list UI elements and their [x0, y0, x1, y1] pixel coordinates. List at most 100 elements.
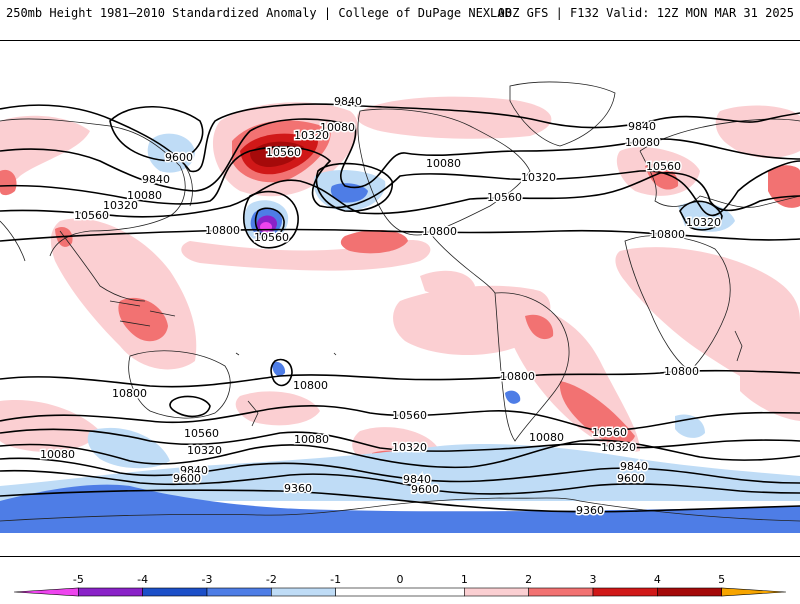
contour-10560-nh: [0, 171, 800, 218]
contour-label: 10080: [529, 431, 564, 444]
anomaly-positive-region: [715, 105, 800, 158]
maritime-continent-outline: [109, 300, 176, 327]
colorbar-tick-labels: -5 -4 -3 -2 -1 0 1 2 3 4 5: [73, 573, 725, 586]
colorbar-segment: [142, 587, 208, 597]
contour-label: 10560: [266, 146, 301, 159]
contour-10080-nh: [0, 118, 800, 192]
contour-10800-australia-closed: [169, 395, 211, 418]
greenland-outline: [509, 81, 616, 147]
contour-10560-sh: [0, 404, 800, 431]
anomaly-negative-region: [87, 427, 170, 469]
anomaly-positive-region: [50, 218, 197, 370]
colorbar-segment: [206, 587, 272, 597]
anomaly-negative-region: [505, 390, 521, 404]
colorbar-svg: -5 -4 -3 -2 -1 0 1 2 3 4 5: [13, 573, 787, 597]
colorbar-tick-label: -4: [137, 573, 148, 586]
anomaly-negative-region: [0, 484, 800, 533]
contour-label-layer: 9840 9600 9840 10080 10320 10560 10080 1…: [39, 94, 723, 519]
anomaly-positive-region: [525, 314, 554, 340]
anomaly-negative-region: [330, 183, 368, 203]
new-zealand-outline: [247, 400, 259, 427]
north-america-outline: [357, 108, 531, 236]
contour-label: 10560: [184, 427, 219, 440]
contour-label: 9840: [620, 460, 648, 473]
contour-10800-sp-closed: [270, 358, 293, 387]
anomaly-positive-region: [420, 270, 475, 295]
anomaly-positive-region: [0, 400, 100, 452]
south-america-outline: [494, 292, 570, 442]
contour-label: 9600: [165, 151, 193, 164]
contour-label: 10800: [205, 224, 240, 237]
colorbar-segment: [335, 587, 465, 597]
anomaly-positive-region: [340, 229, 408, 254]
contour-label: 9600: [617, 472, 645, 485]
colorbar-segment: [271, 587, 336, 597]
colorbar-tick-label: 0: [397, 573, 404, 586]
anomaly-positive-region: [615, 247, 800, 401]
map-title: 250mb Height 1981–2010 Standardized Anom…: [6, 6, 512, 20]
colorbar-tick-label: -3: [202, 573, 213, 586]
height-contour-layer: [0, 103, 800, 513]
contour-label: 10080: [320, 121, 355, 134]
australia-outline: [128, 350, 231, 419]
map-panel: 9840 9600 9840 10080 10320 10560 10080 1…: [0, 40, 800, 557]
anomaly-negative-region: [272, 361, 286, 376]
contour-label: 9360: [576, 504, 604, 517]
contour-label: 9840: [334, 95, 362, 108]
colorbar-segment: [657, 587, 722, 597]
contour-label: 9840: [628, 120, 656, 133]
colorbar-segment: [464, 587, 529, 597]
anomaly-positive-region: [0, 115, 90, 191]
hawaii-outline: [257, 235, 267, 241]
contour-label: 10560: [74, 209, 109, 222]
contour-label: 10800: [500, 370, 535, 383]
anomaly-positive-region: [118, 297, 168, 342]
colorbar-tick-label: 5: [718, 573, 725, 586]
madagascar-outline: [734, 330, 743, 362]
contour-10320-nh: [0, 146, 800, 217]
contour-label: 9600: [173, 472, 201, 485]
contour-label: 10080: [426, 157, 461, 170]
contour-label: 10560: [392, 409, 427, 422]
contour-10320-med-low: [679, 200, 723, 231]
anomaly-negative-region: [0, 444, 800, 501]
colorbar-tick-label: 4: [654, 573, 661, 586]
island-outline: [235, 352, 337, 356]
contour-label: 10320: [601, 441, 636, 454]
contour-label: 10800: [293, 379, 328, 392]
colorbar-tick-label: -1: [330, 573, 341, 586]
contour-10320-closed-low: [254, 207, 285, 239]
colorbar-segment: [592, 587, 658, 597]
contour-10320-ne-pacific-low: [315, 162, 393, 212]
contour-label: 10080: [294, 433, 329, 446]
contour-label: 10080: [127, 189, 162, 202]
contour-label: 10320: [187, 444, 222, 457]
anomaly-positive-region: [0, 169, 17, 196]
colorbar-tick-label: 2: [525, 573, 532, 586]
contour-10320-sh: [0, 428, 800, 452]
contour-label: 10800: [422, 225, 457, 238]
colorbar-tick-label: 1: [461, 573, 468, 586]
contour-label: 9600: [411, 483, 439, 496]
africa-outline: [624, 235, 731, 372]
anomaly-positive-region: [740, 369, 800, 421]
contour-label: 10080: [40, 448, 75, 461]
contour-label: 10800: [664, 365, 699, 378]
model-run-info: 00Z GFS | F132 Valid: 12Z MON MAR 31 202…: [497, 6, 794, 20]
anomaly-positive-region: [559, 381, 635, 445]
contour-10560-closed-low: [242, 190, 299, 249]
anomaly-positive-region: [768, 165, 800, 208]
colorbar-legend: -5 -4 -3 -2 -1 0 1 2 3 4 5: [0, 566, 800, 600]
contour-9840-sh: [0, 457, 800, 484]
contour-9600-siberia: [109, 106, 204, 162]
contour-label: 10800: [112, 387, 147, 400]
colorbar-tick-label: -5: [73, 573, 84, 586]
contour-label: 9840: [142, 173, 170, 186]
contour-10800-nh: [0, 228, 800, 242]
colorbar-segment: [13, 587, 79, 597]
contour-label: 10560: [487, 191, 522, 204]
contour-9840-nh: [0, 103, 800, 173]
contour-10080-sh: [0, 439, 800, 469]
japan-outline: [184, 165, 193, 207]
contour-label: 10800: [650, 228, 685, 241]
